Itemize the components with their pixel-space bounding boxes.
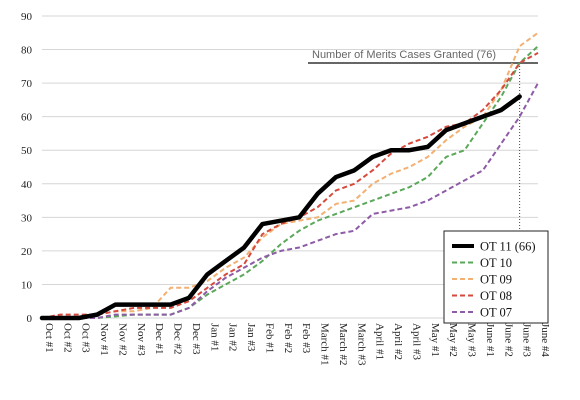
x-tick-label: Nov #2 [116,323,128,356]
x-tick-label: April #2 [392,323,404,360]
x-tick-label: June #4 [539,323,551,357]
y-tick-label: 20 [21,246,33,258]
x-tick-label: Dec #1 [153,323,165,354]
x-tick-label: Jan #3 [245,323,257,352]
x-tick-label: Feb #1 [263,323,275,353]
x-tick-label: Oct #1 [43,323,55,353]
legend-entry: OT 08 [480,289,512,303]
x-tick-label: Feb #3 [300,323,312,354]
series-line-ot-11-66 [39,94,522,321]
y-tick-label: 40 [21,179,33,191]
x-tick-label: June #2 [502,323,514,357]
x-tick-label: Dec #3 [190,323,202,355]
reference-line-label: Number of Merits Cases Granted (76) [312,49,496,61]
x-tick-label: Nov #3 [135,323,147,356]
x-tick-label: June #1 [484,323,496,357]
x-tick-label: Jan #2 [227,323,239,351]
x-tick-label: May #3 [466,323,478,357]
legend-entry: OT 11 (66) [480,240,536,254]
y-tick-label: 60 [21,112,33,124]
x-tick-label: March #1 [319,323,331,365]
series-line-ot-07 [42,82,539,319]
x-tick-label: May #1 [429,323,441,357]
gridlines [42,15,538,319]
x-tick-label: Oct #2 [61,323,73,353]
reference-line-group: Number of Merits Cases Granted (76) [308,49,538,318]
y-tick-label: 50 [21,145,33,157]
y-tick-label: 80 [21,45,33,57]
y-tick-label: 30 [21,212,33,224]
x-tick-label: April #1 [374,323,386,360]
x-tick-label: Jan #1 [208,323,220,351]
x-tick-label: March #3 [355,323,367,366]
x-tick-label: Nov #1 [98,323,110,356]
x-tick-label: June #3 [521,323,533,357]
x-tick-label: April #3 [410,323,422,360]
legend-entry: OT 07 [480,306,512,320]
legend: OT 11 (66) OT 10 OT 09 OT 08 OT 07 [443,230,549,324]
y-tick-label: 70 [21,78,33,90]
x-tick-label: March #2 [337,323,349,365]
legend-entry: OT 10 [480,256,512,270]
x-axis-ticks: Oct #1 Oct #2 Oct #3 Nov #1 Nov #2 Nov #3 Dec … [43,323,551,366]
x-tick-label: Feb #2 [282,323,294,353]
x-tick-label: Dec #2 [172,323,184,354]
y-tick-label: 90 [21,11,33,23]
y-axis-ticks: 0 10 20 30 40 50 60 70 80 90 [21,11,33,325]
series-lines [39,31,539,321]
x-tick-label: May #2 [447,323,459,357]
x-tick-label: Oct #3 [80,323,92,353]
y-tick-label: 10 [21,279,33,291]
series-line-ot-09 [42,31,539,319]
legend-entry: OT 09 [480,273,512,287]
y-tick-label: 0 [27,313,33,325]
